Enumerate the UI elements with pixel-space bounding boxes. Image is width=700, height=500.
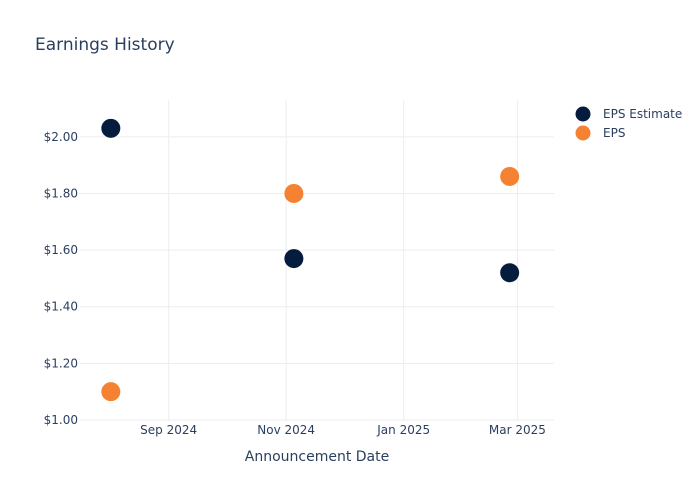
legend: EPS Estimate EPS <box>575 106 682 141</box>
y-tick-label: $1.60 <box>44 243 78 257</box>
grid-lines <box>80 100 554 421</box>
legend-marker[interactable] <box>575 106 591 122</box>
x-axis-ticks: Sep 2024 Nov 2024 Jan 2025 Mar 2025 <box>140 423 546 437</box>
data-points <box>101 118 520 402</box>
legend-label: EPS <box>603 126 625 140</box>
series-1 <box>101 166 520 402</box>
data-point[interactable] <box>101 382 121 402</box>
y-tick-label: $1.00 <box>44 413 78 427</box>
legend-label: EPS Estimate <box>603 107 682 121</box>
data-point[interactable] <box>101 118 121 138</box>
x-axis-title: Announcement Date <box>245 449 389 465</box>
y-tick-label: $1.40 <box>44 300 78 314</box>
x-tick-label: Sep 2024 <box>140 423 197 437</box>
y-axis-ticks: $1.00 $1.20 $1.40 $1.60 $1.80 $2.00 <box>44 130 78 427</box>
legend-marker[interactable] <box>575 125 591 141</box>
data-point[interactable] <box>284 249 304 269</box>
data-point[interactable] <box>284 183 304 203</box>
y-tick-label: $1.80 <box>44 186 78 200</box>
series-0 <box>101 118 520 283</box>
y-tick-label: $2.00 <box>44 130 78 144</box>
x-tick-label: Mar 2025 <box>489 423 546 437</box>
data-point[interactable] <box>500 263 520 283</box>
x-tick-label: Nov 2024 <box>257 423 315 437</box>
x-tick-label: Jan 2025 <box>376 423 430 437</box>
chart-title: Earnings History <box>35 35 175 55</box>
data-point[interactable] <box>500 166 520 186</box>
y-tick-label: $1.20 <box>44 356 78 370</box>
